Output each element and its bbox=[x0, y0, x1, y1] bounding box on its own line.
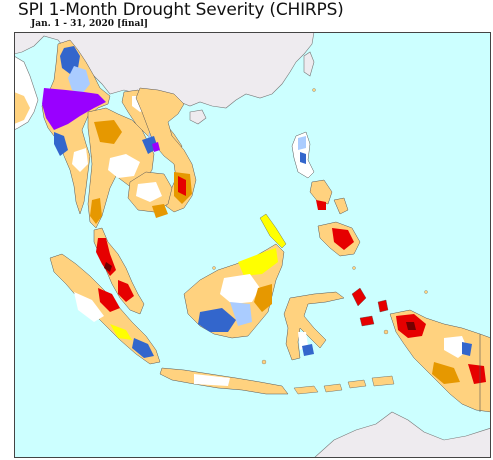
borneo-wet bbox=[198, 308, 236, 332]
new-guinea-blue bbox=[462, 342, 472, 356]
borneo-wet-light bbox=[230, 302, 252, 326]
sumatra-yellow bbox=[110, 324, 132, 340]
thailand-south bbox=[90, 198, 102, 224]
malay-red-2 bbox=[118, 280, 134, 302]
borneo-white bbox=[220, 274, 260, 304]
myanmar-land bbox=[41, 39, 111, 215]
thailand-white bbox=[108, 154, 140, 178]
myanmar-wet-light bbox=[68, 66, 90, 94]
maluku-islands bbox=[351, 287, 389, 327]
sumatra-red bbox=[98, 288, 120, 312]
india-dry bbox=[14, 92, 30, 124]
lesser-sunda-islands bbox=[293, 375, 395, 395]
myanmar-white bbox=[72, 148, 88, 172]
cambodia-white bbox=[136, 182, 162, 202]
luzon-blue bbox=[300, 152, 306, 164]
myanmar-very-wet bbox=[42, 88, 106, 130]
new-guinea-dry bbox=[432, 362, 460, 384]
map-subtitle: Jan. 1 - 31, 2020 [final] bbox=[31, 19, 148, 29]
map-title: SPI 1-Month Drought Severity (CHIRPS) bbox=[18, 0, 344, 20]
mindanao-red bbox=[332, 228, 354, 250]
cambodia-south bbox=[152, 204, 168, 218]
borneo-north-dry bbox=[238, 248, 278, 276]
sumatra-white bbox=[74, 292, 104, 322]
taiwan-land bbox=[303, 51, 315, 77]
new-guinea-red-south bbox=[468, 364, 486, 384]
new-guinea-dark bbox=[406, 322, 416, 330]
palawan-land bbox=[259, 213, 287, 249]
vietnam-red bbox=[178, 176, 186, 196]
borneo-east-red bbox=[254, 284, 272, 312]
map-frame bbox=[14, 32, 491, 458]
sulawesi-land bbox=[283, 291, 345, 361]
malay-dark bbox=[104, 262, 112, 272]
vietnam-purple bbox=[152, 142, 160, 152]
sumatra-blue bbox=[132, 338, 154, 358]
luzon-wet bbox=[298, 136, 306, 150]
drought-map bbox=[14, 32, 491, 458]
visayas-red bbox=[316, 200, 326, 210]
hainan-land bbox=[189, 109, 207, 125]
thailand-dark bbox=[94, 120, 122, 144]
visayas-land bbox=[309, 179, 349, 215]
australia-land bbox=[313, 411, 491, 458]
sulawesi-blue bbox=[302, 344, 314, 356]
myanmar-blue bbox=[54, 132, 68, 156]
scattered-islands bbox=[212, 88, 428, 365]
java-white bbox=[194, 374, 230, 386]
